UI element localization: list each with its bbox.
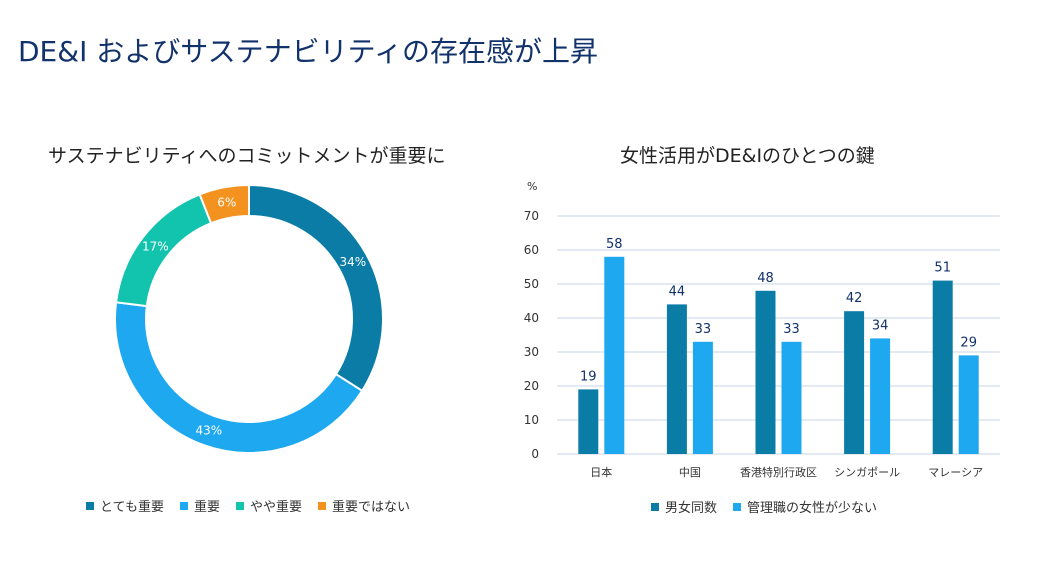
- legend-swatch: [318, 501, 326, 510]
- legend-swatch: [651, 502, 659, 511]
- bar-data-label: 51: [934, 261, 951, 276]
- y-tick-label: 60: [524, 243, 539, 257]
- x-tick-label: シンガポール: [834, 466, 900, 479]
- bar: [870, 338, 891, 454]
- donut-value-label: 34%: [340, 255, 367, 269]
- y-tick-label: 40: [524, 311, 539, 325]
- y-axis-label: %: [527, 180, 537, 193]
- donut-value-label: 17%: [142, 239, 169, 253]
- bar: [755, 290, 776, 454]
- legend-item: 管理職の女性が少ない: [733, 497, 877, 516]
- bar-data-label: 33: [695, 322, 712, 337]
- x-tick-label: 香港特別行政区: [740, 465, 817, 479]
- bar: [666, 304, 687, 454]
- legend-label: 管理職の女性が少ない: [747, 501, 878, 516]
- donut-value-label: 43%: [196, 423, 223, 437]
- bar-chart-title: 女性活用がDE&Iのひとつの鍵: [620, 145, 875, 167]
- legend-swatch: [86, 501, 94, 510]
- donut-legend: とても重要 重要 やや重要 重要ではない: [86, 496, 410, 515]
- x-tick-label: マレーシア: [928, 466, 983, 479]
- legend-swatch: [733, 502, 742, 511]
- donut-chart-title: サステナビリティへのコミットメントが重要に: [48, 145, 446, 167]
- legend-item: やや重要: [235, 496, 302, 515]
- bar: [958, 355, 979, 454]
- donut-slice: [198, 183, 250, 225]
- legend-item: とても重要: [86, 496, 164, 515]
- bar: [932, 280, 953, 454]
- bar-data-label: 34: [872, 318, 889, 333]
- donut-value-label: 6%: [217, 196, 236, 210]
- legend-label: とても重要: [100, 500, 164, 515]
- bar: [692, 341, 713, 454]
- legend-item: 男女同数: [651, 497, 717, 516]
- y-tick-label: 70: [524, 209, 539, 223]
- bar-data-label: 42: [846, 291, 863, 306]
- legend-swatch: [235, 501, 244, 510]
- y-tick-label: 10: [524, 413, 539, 427]
- legend-item: 重要: [179, 496, 220, 515]
- legend-label: 男女同数: [665, 501, 718, 516]
- y-tick-label: 20: [524, 379, 539, 393]
- bar-data-label: 19: [580, 369, 597, 384]
- page-title: DE&I およびサステナビリティの存在感が上昇: [18, 35, 599, 68]
- y-tick-label: 30: [524, 345, 539, 359]
- bar-data-label: 58: [606, 237, 623, 252]
- legend-label: 重要: [193, 500, 220, 515]
- y-tick-label: 0: [531, 447, 539, 461]
- x-tick-label: 中国: [679, 466, 701, 479]
- legend-label: やや重要: [249, 500, 302, 515]
- y-tick-label: 50: [524, 277, 539, 291]
- donut-slice: [114, 301, 364, 454]
- bar-data-label: 48: [757, 271, 774, 286]
- legend-label: 重要ではない: [332, 500, 411, 515]
- bar-legend: 男女同数 管理職の女性が少ない: [651, 497, 877, 516]
- bar: [844, 311, 865, 454]
- legend-item: 重要ではない: [318, 496, 410, 515]
- legend-swatch: [179, 501, 188, 510]
- bar: [781, 341, 802, 454]
- bar: [578, 389, 599, 454]
- bar-data-label: 33: [783, 322, 800, 337]
- x-tick-label: 日本: [590, 465, 612, 479]
- bar: [604, 256, 625, 454]
- bar-data-label: 44: [669, 284, 686, 299]
- bar-data-label: 29: [960, 335, 977, 350]
